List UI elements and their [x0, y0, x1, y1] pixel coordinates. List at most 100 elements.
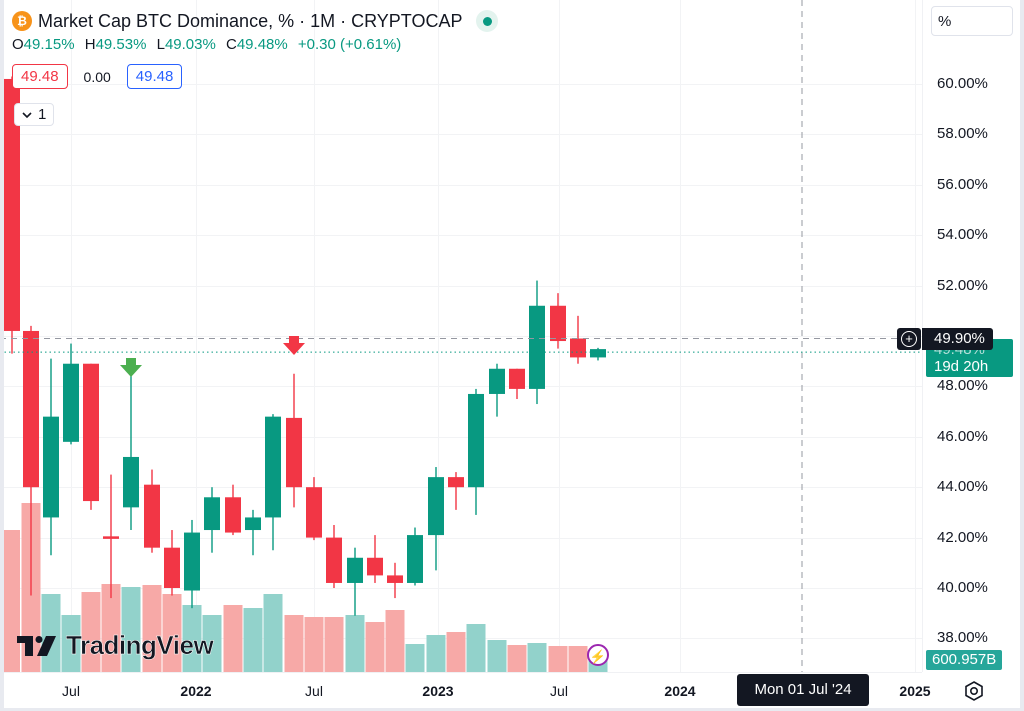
volume-bar — [142, 585, 162, 672]
candle-body[interactable] — [326, 537, 342, 583]
add-alert-button[interactable]: + — [897, 328, 921, 350]
y-tick-label: 52.00% — [937, 276, 988, 294]
crosshair-price-label: 49.90% — [922, 328, 993, 350]
y-tick-label: 48.00% — [937, 377, 988, 395]
candle-body[interactable] — [367, 557, 383, 576]
left-border — [0, 0, 4, 711]
candle-body[interactable] — [387, 575, 403, 583]
gridline — [0, 588, 922, 589]
candle-body[interactable] — [83, 363, 99, 502]
gridline — [0, 235, 922, 237]
scale-mode-button[interactable]: % — [931, 6, 1013, 36]
plus-circle-icon: + — [901, 331, 917, 347]
y-tick-label: 54.00% — [937, 226, 988, 244]
spread-value: 0.00 — [83, 68, 111, 85]
chart-pane[interactable] — [0, 0, 922, 672]
gridline — [0, 134, 922, 136]
candle-body[interactable] — [347, 557, 363, 583]
right-border — [1020, 0, 1024, 711]
indicator-count: 1 — [38, 106, 47, 123]
volume-bar — [426, 635, 446, 672]
volume-bar — [365, 622, 385, 672]
y-tick-label: 38.00% — [937, 629, 988, 647]
volume-bar — [345, 615, 365, 672]
volume-bar — [385, 610, 405, 672]
candle-body[interactable] — [43, 416, 59, 518]
volume-bar — [121, 587, 141, 672]
candle-body[interactable] — [225, 497, 241, 533]
candle-body[interactable] — [103, 536, 119, 539]
chart-legend: ₿ Market Cap BTC Dominance, % · 1M · CRY… — [12, 8, 499, 53]
gridline — [0, 487, 922, 489]
x-tick-label: Jul — [305, 683, 323, 699]
signal-arrow-down-icon[interactable] — [120, 358, 142, 377]
volume-bar — [284, 615, 304, 672]
candle-body[interactable] — [468, 393, 484, 488]
buy-button[interactable]: 49.48 — [126, 64, 183, 89]
candle-body[interactable] — [144, 484, 160, 548]
collapse-indicators-button[interactable]: 1 — [14, 103, 55, 126]
gridline — [0, 386, 922, 388]
gridline — [680, 0, 681, 672]
gridline — [0, 84, 922, 85]
low-value: 49.03% — [164, 36, 216, 53]
open-value: 49.15% — [23, 36, 75, 53]
gridline — [0, 436, 922, 438]
settings-icon[interactable] — [963, 680, 985, 702]
candle-body[interactable] — [448, 477, 464, 488]
candle-body[interactable] — [184, 532, 200, 591]
volume-bar — [4, 530, 20, 672]
tradingview-wordmark: TradingView — [66, 630, 214, 661]
tradingview-logo[interactable]: TradingView — [16, 630, 214, 661]
candle-body[interactable] — [23, 330, 39, 488]
high-label: H — [84, 36, 96, 53]
bitcoin-icon[interactable]: ₿ — [12, 11, 32, 31]
candle-body[interactable] — [550, 305, 566, 342]
x-tick-label: Jul — [550, 683, 568, 699]
signal-arrow-down-icon[interactable] — [283, 336, 305, 355]
candle-body[interactable] — [63, 363, 79, 442]
volume-bar — [548, 646, 568, 672]
volume-bar — [61, 615, 81, 672]
volume-bar — [101, 584, 121, 672]
candle-body[interactable] — [570, 338, 586, 358]
candle-body[interactable] — [204, 497, 220, 531]
candle-body[interactable] — [123, 456, 139, 508]
candle-body[interactable] — [286, 417, 302, 488]
volume-bar — [446, 632, 466, 672]
y-tick-label: 58.00% — [937, 125, 988, 143]
change-value: +0.30 (+0.61%) — [297, 36, 402, 53]
gridline — [0, 537, 922, 539]
volume-bar — [405, 644, 425, 672]
candle-body[interactable] — [428, 477, 444, 536]
candle-body[interactable] — [245, 517, 261, 531]
volume-bar — [304, 617, 324, 672]
candle-body[interactable] — [164, 547, 180, 588]
lightning-icon[interactable]: ⚡ — [587, 644, 609, 666]
candle-body[interactable] — [265, 416, 281, 518]
candle-body[interactable] — [489, 368, 505, 394]
volume-bar — [263, 594, 283, 672]
y-tick-label: 60.00% — [937, 75, 988, 92]
candle-body[interactable] — [4, 78, 20, 331]
volume-bar — [466, 624, 486, 672]
candle-body[interactable] — [509, 368, 525, 389]
gridline — [438, 0, 439, 672]
volume-bar — [162, 594, 182, 672]
candlestick-plot[interactable] — [0, 0, 922, 672]
candle-body[interactable] — [407, 535, 423, 583]
volume-label: 600.957B — [926, 650, 1003, 670]
sell-button[interactable]: 49.48 — [12, 64, 68, 89]
market-status[interactable] — [476, 10, 499, 32]
y-tick-label: 46.00% — [937, 427, 988, 445]
high-value: 49.53% — [95, 36, 147, 53]
ohlc-values: O49.15% H49.53% L49.03% C49.48% +0.30 (+… — [12, 36, 498, 53]
candle-body[interactable] — [590, 349, 606, 358]
open-label: O — [12, 36, 24, 53]
gridline — [314, 0, 315, 672]
symbol-title[interactable]: Market Cap BTC Dominance, % · 1M · CRYPT… — [38, 10, 463, 31]
candle-body[interactable] — [306, 487, 322, 538]
candle-body[interactable] — [529, 305, 545, 389]
x-tick-label: 2022 — [180, 683, 212, 699]
x-tick-label: 2024 — [664, 683, 696, 699]
